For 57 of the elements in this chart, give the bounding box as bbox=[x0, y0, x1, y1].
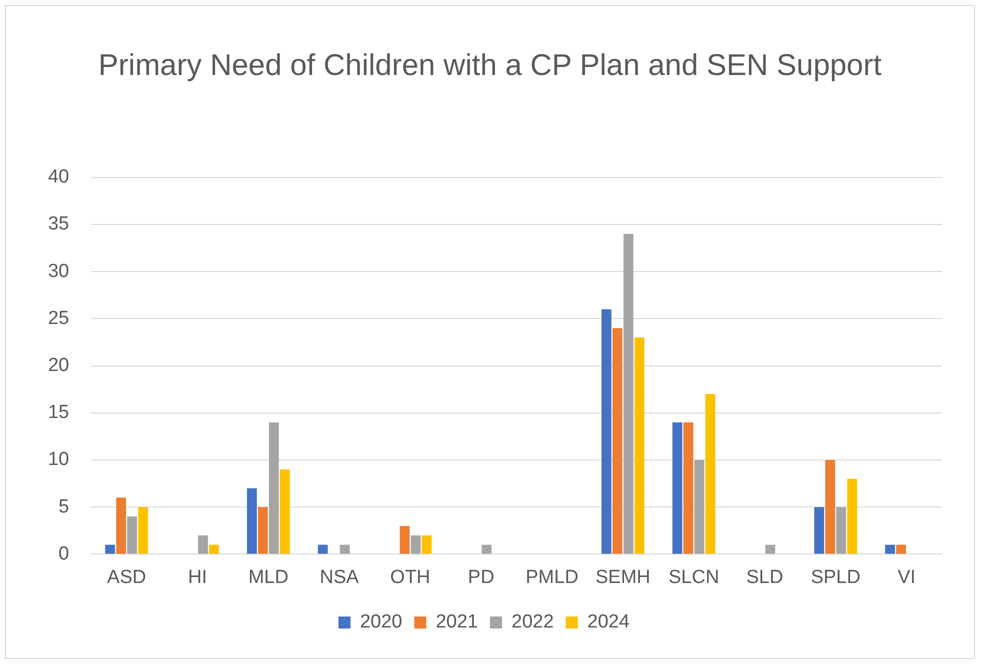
y-tick-label: 40 bbox=[48, 166, 70, 188]
bar bbox=[318, 544, 328, 554]
bar bbox=[246, 488, 257, 554]
y-tick-label: 5 bbox=[58, 496, 70, 518]
bar bbox=[258, 507, 268, 554]
bar bbox=[209, 544, 219, 554]
bar bbox=[825, 460, 836, 554]
bar bbox=[138, 507, 148, 554]
bar bbox=[765, 544, 776, 554]
bar bbox=[268, 422, 279, 554]
bar bbox=[705, 394, 716, 554]
y-tick-label: 15 bbox=[48, 402, 70, 424]
bar bbox=[847, 478, 858, 554]
bar bbox=[116, 498, 126, 554]
bar bbox=[482, 544, 492, 554]
bar bbox=[836, 507, 846, 554]
bar bbox=[885, 544, 896, 554]
bar bbox=[601, 309, 612, 554]
y-tick-label: 20 bbox=[48, 355, 70, 376]
legend-label: 2024 bbox=[587, 612, 630, 633]
bar bbox=[127, 516, 138, 554]
bar bbox=[694, 460, 704, 554]
bar bbox=[198, 535, 208, 554]
legend-label: 2021 bbox=[436, 612, 478, 633]
bar bbox=[672, 422, 682, 554]
y-tick-label: 0 bbox=[58, 543, 70, 564]
x-tick-label: PD bbox=[468, 566, 494, 588]
bar bbox=[623, 234, 634, 554]
x-tick-label: HI bbox=[188, 566, 207, 588]
bar bbox=[634, 338, 644, 554]
bar bbox=[896, 544, 906, 554]
x-tick-label: ASD bbox=[107, 566, 146, 588]
bar bbox=[105, 544, 116, 554]
x-tick-label: OTH bbox=[390, 566, 430, 588]
y-tick-label: 30 bbox=[48, 260, 70, 282]
x-tick-label: SPLD bbox=[810, 566, 860, 588]
x-tick-label: SEMH bbox=[595, 566, 650, 588]
legend-label: 2022 bbox=[512, 612, 554, 633]
y-tick-label: 10 bbox=[48, 449, 70, 470]
bar bbox=[422, 535, 432, 554]
x-tick-label: MLD bbox=[248, 566, 288, 588]
bar bbox=[683, 422, 694, 554]
bar bbox=[410, 535, 421, 554]
x-tick-label: SLD bbox=[746, 566, 784, 588]
x-tick-label: VI bbox=[898, 566, 916, 588]
bar bbox=[612, 328, 622, 554]
x-tick-label: SLCN bbox=[668, 566, 720, 588]
y-tick-label: 25 bbox=[48, 308, 70, 329]
y-tick-label: 35 bbox=[48, 214, 70, 235]
bar bbox=[280, 469, 290, 554]
legend-label: 2020 bbox=[360, 612, 402, 633]
bar bbox=[340, 544, 350, 554]
bar bbox=[400, 526, 410, 554]
x-tick-label: PMLD bbox=[526, 566, 578, 588]
bar bbox=[814, 507, 824, 554]
x-tick-label: NSA bbox=[320, 566, 360, 588]
chart-title: Primary Need of Children with a CP Plan and SEN Support bbox=[97, 48, 883, 84]
